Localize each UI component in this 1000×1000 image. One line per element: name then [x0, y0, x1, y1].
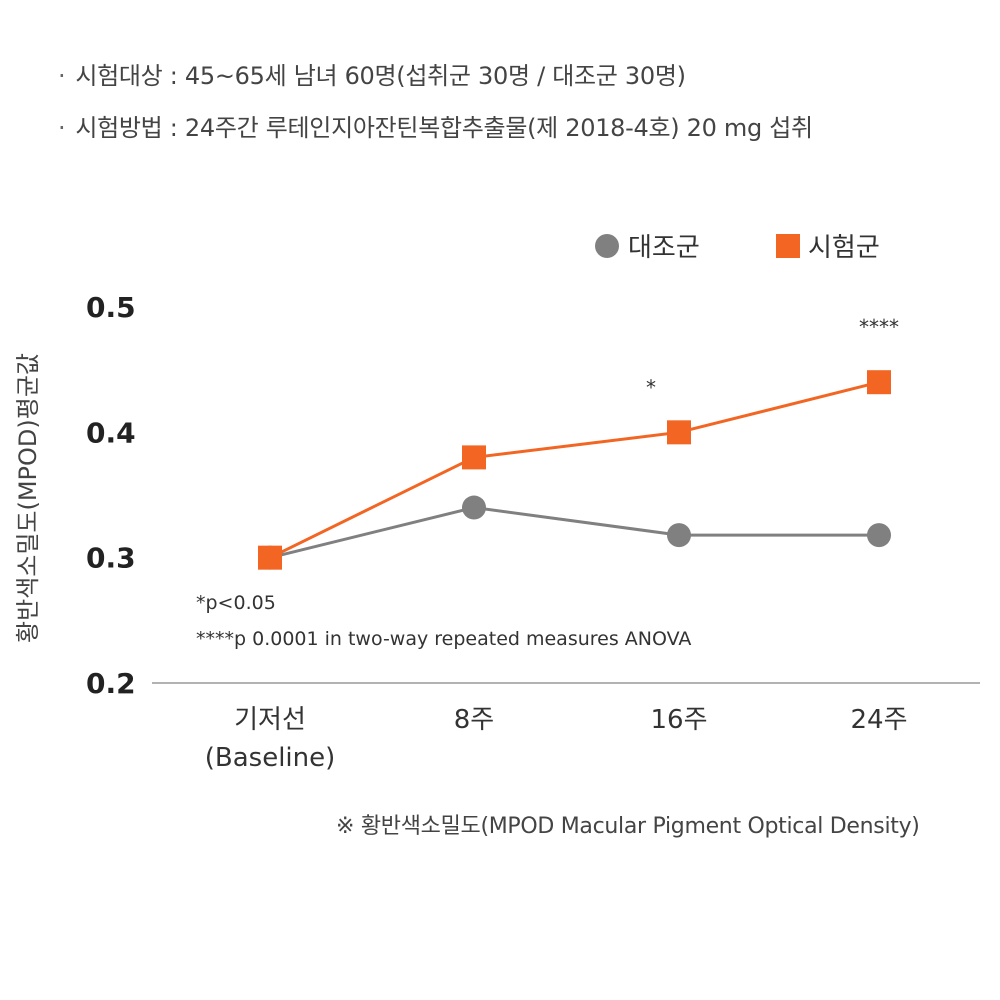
legend-label-control: 대조군: [628, 233, 700, 263]
mpod-footnote: ※ 황반색소밀도(MPOD Macular Pigment Optical De…: [336, 814, 920, 839]
study-subject-info: · 시험대상 : 45~65세 남녀 60명(섭취군 30명 / 대조군 30명): [58, 56, 686, 91]
y-axis-label: 황반색소밀도(MPOD)평균값: [14, 353, 42, 643]
data-point: [867, 523, 891, 548]
y-tick-label: 0.5: [86, 291, 136, 324]
series-markers: [258, 370, 891, 570]
x-tick-label: 24주: [850, 705, 907, 735]
study-method-text: 시험방법 : 24주간 루테인지아잔틴복합추출물(제 2018-4호) 20 m…: [75, 114, 813, 142]
series-line: [269, 380, 880, 560]
y-tick-label: 0.2: [86, 667, 136, 700]
data-point: [867, 370, 891, 395]
data-point: [667, 420, 691, 445]
study-subject-text: 시험대상 : 45~65세 남녀 60명(섭취군 30명 / 대조군 30명): [75, 62, 686, 90]
x-tick-label: 기저선: [234, 705, 306, 735]
chart-labels: ******p<0.05****p 0.0001 in two-way repe…: [196, 315, 899, 650]
y-tick-label: 0.4: [86, 416, 136, 449]
legend-marker-test: [776, 234, 800, 258]
x-tick-label: 8주: [454, 705, 494, 735]
x-tick-sublabel: (Baseline): [205, 743, 336, 773]
stat-note: *p<0.05: [196, 592, 276, 614]
legend-label-test: 시험군: [808, 233, 880, 263]
significance-marker: ****: [859, 315, 899, 339]
study-method-info: · 시험방법 : 24주간 루테인지아잔틴복합추출물(제 2018-4호) 20 …: [58, 108, 813, 143]
data-point: [258, 545, 282, 570]
series-lines: [269, 380, 880, 560]
legend: 대조군 시험군: [595, 233, 880, 263]
stat-note: ****p 0.0001 in two-way repeated measure…: [196, 628, 691, 650]
data-point: [462, 445, 486, 470]
series-line: [269, 506, 879, 560]
legend-marker-control: [595, 234, 619, 258]
data-point: [667, 523, 691, 548]
bullet: ·: [58, 62, 66, 90]
y-tick-label: 0.3: [86, 542, 136, 575]
significance-marker: *: [646, 375, 656, 399]
x-tick-label: 16주: [650, 705, 707, 735]
data-point: [462, 495, 486, 520]
bullet: ·: [58, 114, 66, 142]
